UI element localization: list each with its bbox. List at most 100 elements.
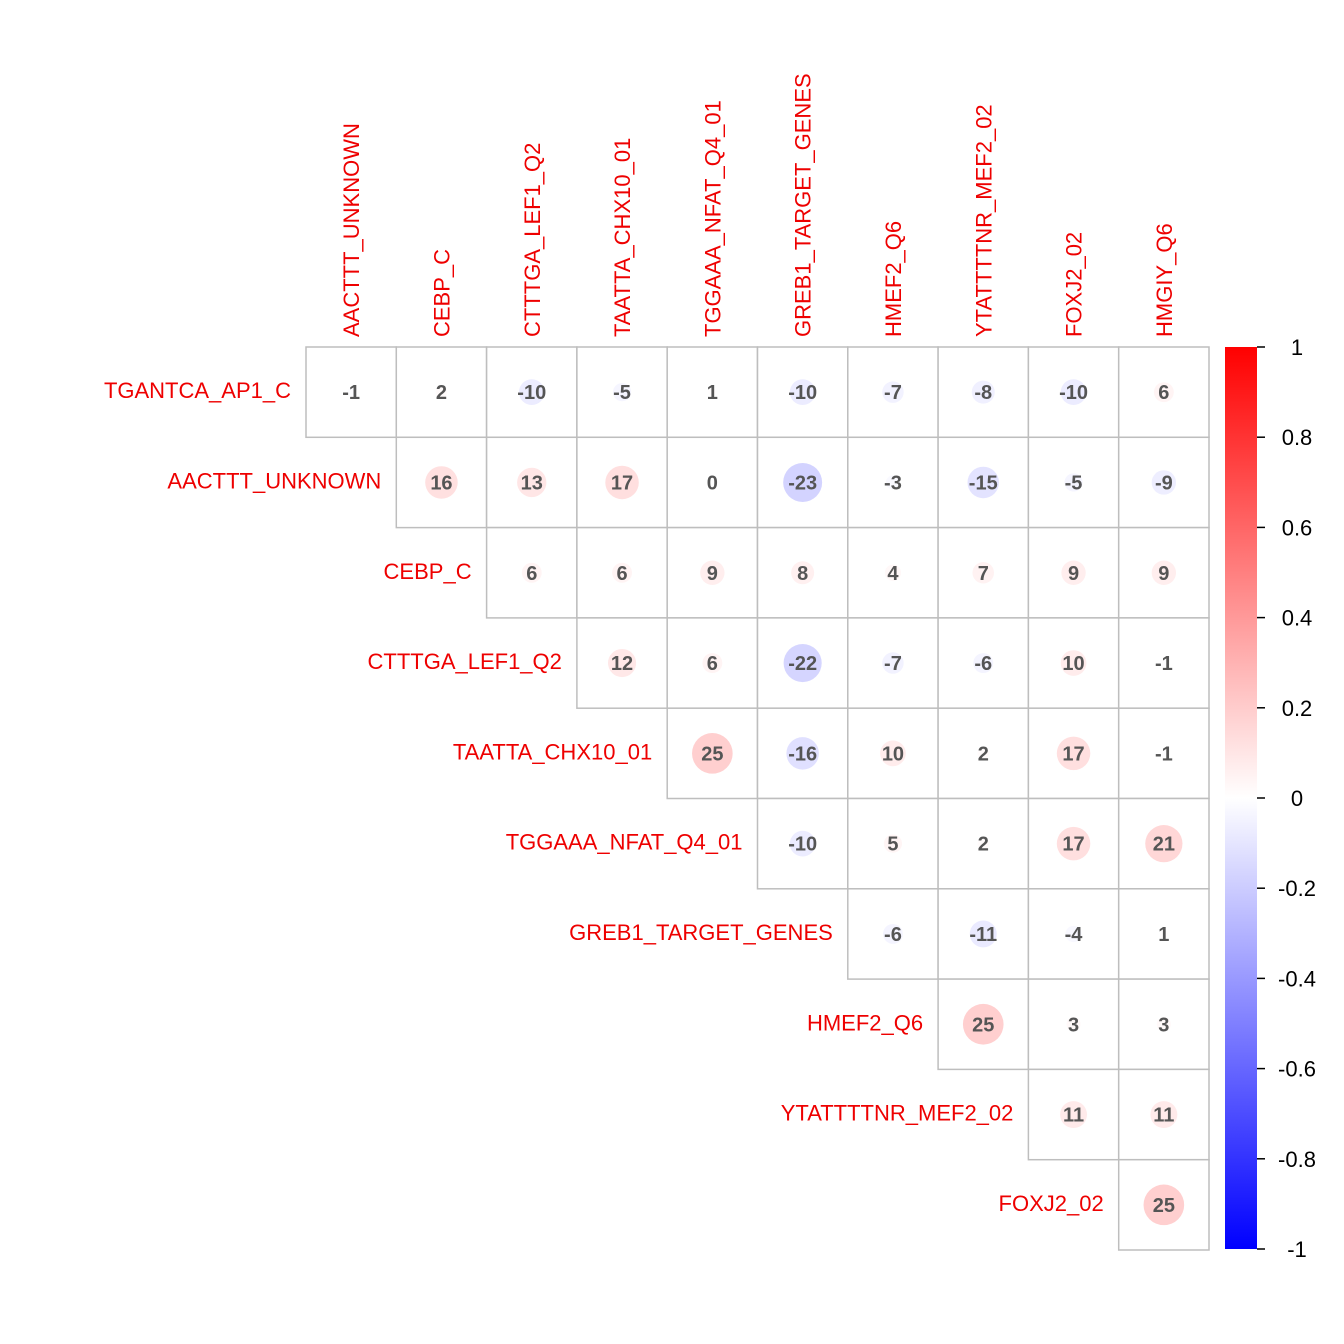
row-label: TAATTA_CHX10_01 [453, 739, 652, 764]
value-label: -5 [613, 382, 631, 404]
value-label: -6 [974, 653, 992, 675]
correlation-circle [1060, 379, 1087, 405]
correlation-circle [789, 379, 816, 405]
colorbar-tick-label: 0 [1291, 786, 1303, 811]
correlation-circle [425, 466, 458, 499]
value-label: -1 [1155, 653, 1173, 675]
value-label: 12 [611, 653, 633, 675]
correlation-circle [1159, 749, 1168, 758]
correlation-circle [962, 1003, 1004, 1045]
colorbar-tick-label: 0.4 [1282, 606, 1313, 631]
value-label: -10 [788, 834, 817, 856]
correlation-circle [883, 834, 903, 853]
grid-cell [1027, 707, 1120, 800]
value-label: -22 [788, 653, 817, 675]
correlation-circle [971, 380, 995, 404]
value-label: -23 [788, 472, 817, 494]
colorbar-tick-label: 0.6 [1282, 515, 1313, 540]
correlation-circle [1065, 925, 1082, 943]
colorbar-tick-label: -0.4 [1278, 966, 1316, 991]
colorbar-tick-label: 0.2 [1282, 696, 1313, 721]
correlation-circle [1156, 1017, 1171, 1032]
value-label: 11 [1063, 1105, 1084, 1127]
value-label: 6 [1158, 382, 1169, 404]
correlation-circle [1061, 560, 1086, 585]
value-label: 6 [707, 653, 718, 675]
correlation-circle [1056, 736, 1091, 771]
correlation-circle [885, 475, 900, 490]
value-label: -1 [342, 382, 360, 404]
value-label: 3 [1068, 1014, 1079, 1036]
correlation-circle [972, 561, 995, 584]
value-label: 17 [1062, 834, 1084, 856]
correlation-circle [700, 560, 725, 585]
correlation-circle [1056, 826, 1091, 861]
value-label: 13 [521, 472, 543, 494]
correlation-circle [789, 830, 816, 857]
grid-cell [756, 797, 849, 890]
correlation-circle [1151, 470, 1177, 495]
value-label: 17 [1062, 743, 1084, 765]
correlation-circle [692, 733, 733, 774]
colorbar-tick-label: -0.8 [1278, 1147, 1316, 1172]
value-label: 21 [1153, 834, 1175, 856]
value-label: -5 [1065, 472, 1083, 494]
value-labels: -1 2 -10 -5 1 -10 -7 -8 -10 616 13 17 0 -23 -3 -15 -5 -96… [342, 382, 1175, 1217]
column-label: CEBP_C [429, 249, 454, 337]
value-label: 3 [1158, 1014, 1169, 1036]
correlation-circle [708, 388, 717, 397]
value-label: -8 [974, 382, 992, 404]
correlation-circle [884, 564, 902, 581]
correlation-circle [517, 467, 547, 498]
correlation-circle [882, 652, 904, 674]
value-label: 11 [1153, 1105, 1174, 1127]
correlation-circle [347, 388, 356, 397]
value-label: 2 [978, 743, 989, 765]
colorbar-tick-label: 0.8 [1282, 425, 1313, 450]
correlation-circle [880, 740, 906, 767]
correlation-circle [1064, 473, 1083, 492]
correlation-circle [1151, 560, 1177, 585]
correlation-circle [1159, 658, 1168, 668]
correlation-circle [1145, 825, 1183, 863]
column-label: HMEF2_Q6 [881, 221, 906, 337]
correlation-circle [783, 462, 823, 502]
column-label: FOXJ2_02 [1062, 232, 1087, 337]
correlation-circle [1143, 1184, 1185, 1226]
grid [305, 346, 1210, 1251]
correlation-circle [1150, 1101, 1178, 1129]
correlation-circle [435, 386, 448, 398]
value-label: 7 [978, 563, 989, 585]
correlation-circle [1066, 1017, 1081, 1032]
value-label: 9 [707, 563, 718, 585]
value-label: -7 [884, 382, 902, 404]
column-label: TGGAAA_NFAT_Q4_01 [700, 100, 725, 337]
correlation-circle [702, 653, 723, 674]
column-label: YTATTTTNR_MEF2_02 [971, 104, 996, 337]
value-label: 10 [1062, 653, 1084, 675]
value-label: -15 [969, 472, 998, 494]
colorbar-tick-label: -0.6 [1278, 1057, 1316, 1082]
value-label: 10 [882, 743, 904, 765]
correlation-circle [612, 383, 632, 402]
row-label: TGANTCA_AP1_C [104, 378, 291, 403]
correlation-circle [1060, 1101, 1088, 1129]
colorbar-tick-label: -0.2 [1278, 876, 1316, 901]
correlation-circle [973, 653, 994, 674]
colorbar-tick-label: -1 [1287, 1237, 1307, 1262]
row-label: HMEF2_Q6 [807, 1010, 923, 1035]
value-label: -10 [788, 382, 817, 404]
value-label: 8 [797, 563, 808, 585]
correlation-circle [607, 648, 637, 678]
value-label: 17 [611, 472, 633, 494]
value-label: -11 [969, 924, 997, 946]
correlation-circle [882, 923, 903, 944]
correlation-circle [967, 466, 999, 499]
value-label: 2 [436, 382, 447, 404]
correlation-circle [1153, 382, 1174, 403]
correlation-circle [612, 562, 633, 583]
column-labels: AACTTT_UNKNOWN CEBP_C CTTTGA_LEF1_Q2 TAATTA… [339, 73, 1177, 337]
value-label: 2 [978, 834, 989, 856]
column-label: TAATTA_CHX10_01 [610, 138, 635, 337]
